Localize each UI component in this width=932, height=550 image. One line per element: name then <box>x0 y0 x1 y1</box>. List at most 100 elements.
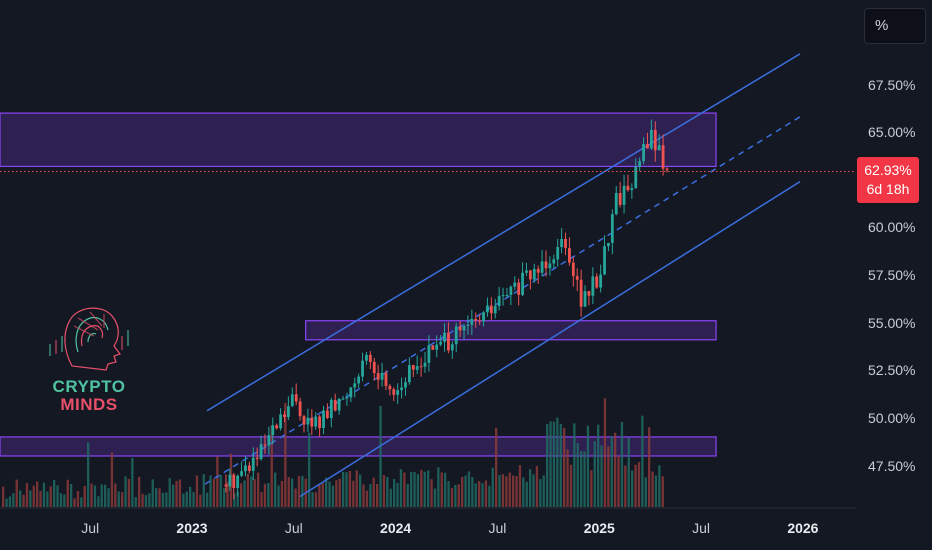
volume-bar <box>25 483 29 507</box>
volume-bar <box>311 492 314 507</box>
volume-bar <box>175 480 178 507</box>
candle-body <box>571 262 575 277</box>
volume-bar <box>206 492 209 507</box>
candle-body <box>279 414 282 429</box>
percent-scale-button[interactable]: % <box>864 8 926 44</box>
volume-bar <box>155 488 158 507</box>
volume-bar <box>63 494 66 507</box>
volume-bar <box>5 498 8 507</box>
volume-bar <box>53 480 56 507</box>
volume-bar <box>627 437 630 507</box>
candle-body <box>419 366 423 368</box>
candle-body <box>310 417 314 427</box>
volume-bar <box>586 425 590 507</box>
volume-bar <box>233 493 236 507</box>
volume-bar <box>597 424 600 507</box>
candle-body <box>474 318 478 321</box>
volume-bar <box>15 479 18 507</box>
candle-body <box>314 416 318 427</box>
candle-body <box>626 185 630 191</box>
candle-body <box>607 242 610 247</box>
volume-bar <box>19 490 22 507</box>
volume-bar <box>2 486 5 507</box>
candle-body <box>283 414 286 417</box>
candle-body <box>322 410 325 429</box>
candle-body <box>657 145 661 151</box>
candle-body <box>329 399 333 418</box>
volume-bar <box>393 479 396 507</box>
volume-bar <box>90 483 93 507</box>
candle-body <box>525 270 528 273</box>
volume-bar <box>644 477 647 507</box>
volume-bar <box>318 484 321 507</box>
candle-body <box>298 401 302 417</box>
volume-bar <box>508 472 511 507</box>
volume-bar <box>450 488 454 507</box>
candle-body <box>255 457 259 460</box>
x-tick-label: 2025 <box>583 520 615 536</box>
candle-body <box>435 344 439 350</box>
volume-bar <box>386 476 389 507</box>
candle-body <box>388 386 392 390</box>
candle-body <box>599 274 603 288</box>
candle-body <box>560 238 564 248</box>
candle-body <box>251 457 255 471</box>
volume-bar <box>542 475 545 507</box>
volume-bar <box>328 481 331 507</box>
volume-bar <box>403 472 406 507</box>
volume-bar <box>539 479 542 507</box>
candle-body <box>646 143 649 149</box>
candle-body <box>630 188 634 191</box>
volume-bar <box>525 481 528 507</box>
candle-body <box>517 282 521 295</box>
candle-body <box>423 362 427 367</box>
volume-bar <box>87 442 90 507</box>
volume-bar <box>461 476 464 507</box>
volume-bar <box>600 445 603 507</box>
candle-body <box>326 410 329 418</box>
logo-line2: MINDS <box>60 395 118 414</box>
candle-body <box>610 214 614 243</box>
volume-bar <box>529 469 532 507</box>
x-tick-label: 2026 <box>787 520 819 536</box>
candle-body <box>353 383 357 388</box>
candle-body <box>603 246 606 275</box>
volume-bar <box>294 488 297 507</box>
candle-body <box>341 398 345 400</box>
candle-body <box>404 382 407 388</box>
candle-body <box>411 365 415 370</box>
candle-body <box>618 192 622 205</box>
volume-bar <box>178 479 182 507</box>
volume-bar <box>134 497 137 507</box>
candle-body <box>349 387 353 398</box>
volume-bar <box>144 495 148 507</box>
candle-body <box>564 238 567 249</box>
volume-bar <box>576 443 579 507</box>
volume-bar <box>172 484 175 507</box>
candle-body <box>642 143 645 162</box>
candle-body <box>509 286 513 295</box>
volume-bar <box>661 476 664 507</box>
candle-body <box>376 373 380 380</box>
volume-bar <box>552 421 556 507</box>
candle-body <box>240 471 243 476</box>
volume-bar <box>117 491 120 507</box>
volume-bar <box>56 485 59 507</box>
volume-bar <box>624 465 627 507</box>
volume-bar <box>433 488 437 507</box>
volume-bar <box>36 481 39 507</box>
volume-bar <box>467 471 471 507</box>
x-tick-label: Jul <box>284 520 303 536</box>
candle-body <box>443 332 446 342</box>
volume-bar <box>427 470 430 507</box>
volume-bar <box>376 484 379 507</box>
candle-body <box>259 444 263 460</box>
volume-bar <box>614 432 617 507</box>
candle-body <box>661 145 665 169</box>
volume-bar <box>651 471 654 507</box>
volume-bar <box>297 476 301 507</box>
volume-bar <box>573 423 576 507</box>
candle-body <box>290 394 294 407</box>
volume-bar <box>335 480 338 507</box>
